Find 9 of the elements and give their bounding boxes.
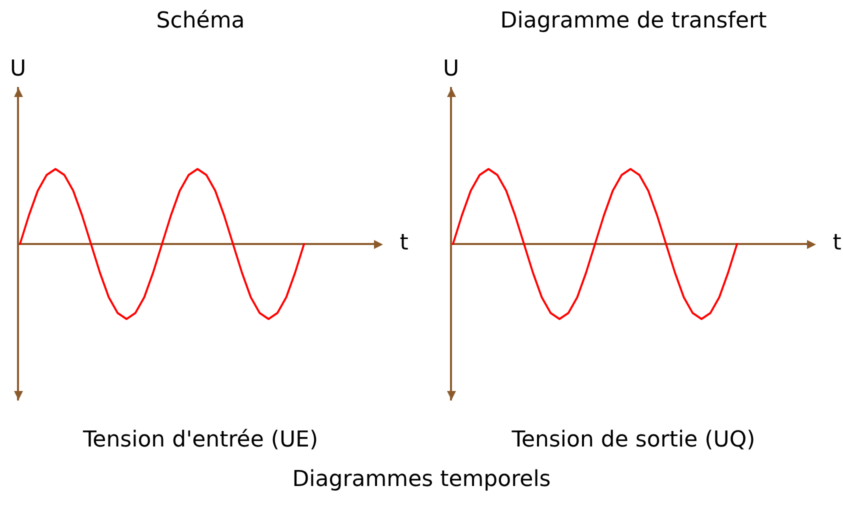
chart-title: Schéma	[156, 8, 245, 34]
chart-title: Diagramme de transfert	[500, 8, 768, 34]
y-axis-title: U	[442, 56, 460, 82]
text: Diagrammes temporels	[291, 467, 552, 493]
x-axis-title: t	[832, 230, 842, 256]
y-axis-title: U	[10, 56, 26, 82]
text: Tension de sortie (UQ)	[510, 428, 756, 453]
x-axis-title: t	[400, 230, 409, 256]
text: Tension d'entrée (UE)	[82, 428, 318, 453]
